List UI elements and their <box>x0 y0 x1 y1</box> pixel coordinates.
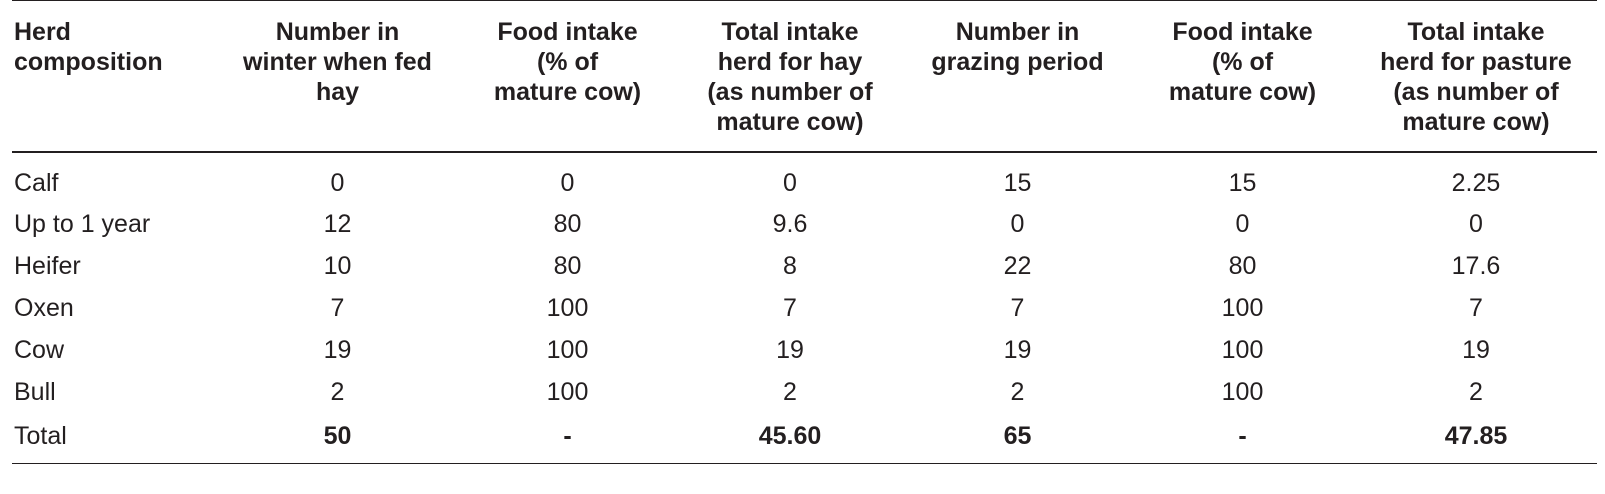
column-header-3: Total intake herd for hay (as number of mat… <box>675 1 905 153</box>
table-body: Calf 0 0 0 15 15 2.25 Up to 1 year 12 80 9.6 0 0 0 Hei… <box>12 152 1597 464</box>
column-header-6: Total intake herd for pasture (as number o… <box>1355 1 1597 153</box>
table-cell: 45.60 <box>758 421 822 450</box>
herd-intake-table-container: Herd composition Number in winter when fed h… <box>12 0 1597 464</box>
table-row: Up to 1 year 12 80 9.6 0 0 0 <box>12 203 1597 245</box>
table-cell: 100 <box>546 377 589 406</box>
table-cell: 19 <box>323 335 352 364</box>
column-header-line: herd for hay <box>717 48 863 76</box>
column-header-1: Number in winter when fed hay <box>215 1 460 153</box>
column-header-line: Herd <box>14 18 71 46</box>
table-cell: 15 <box>1228 168 1257 197</box>
table-cell: 10 <box>323 251 352 280</box>
row-label-cell: Total <box>14 421 67 450</box>
table-row: Heifer 10 80 8 22 80 17.6 <box>12 245 1597 287</box>
table-cell: 17.6 <box>1451 251 1501 280</box>
table-cell: 7 <box>330 293 345 322</box>
table-cell: 2 <box>1010 377 1025 406</box>
column-header-line: Total intake <box>721 18 859 46</box>
row-label-cell: Up to 1 year <box>14 209 151 238</box>
table-cell: 19 <box>1003 335 1032 364</box>
table-cell: 15 <box>1003 168 1032 197</box>
row-label-cell: Heifer <box>14 251 81 280</box>
column-header-4: Number in grazing period <box>905 1 1130 153</box>
column-header-line: mature cow) <box>493 78 642 106</box>
table-row: Calf 0 0 0 15 15 2.25 <box>12 152 1597 203</box>
table-cell: 100 <box>546 335 589 364</box>
table-cell: 2 <box>330 377 345 406</box>
table-cell: 47.85 <box>1444 421 1508 450</box>
table-cell: 2 <box>783 377 797 406</box>
column-header-line: Number in <box>955 18 1080 46</box>
column-header-line: mature cow) <box>1402 108 1550 136</box>
column-header-line: Food intake <box>1172 18 1313 46</box>
row-label-cell: Bull <box>14 377 56 406</box>
table-row: Bull 2 100 2 2 100 2 <box>12 371 1597 413</box>
column-header-line: hay <box>315 78 360 106</box>
header-row: Herd composition Number in winter when fed h… <box>12 0 1597 153</box>
table-cell: - <box>1238 421 1247 450</box>
column-header-line: composition <box>14 48 163 76</box>
column-header-line: (% of <box>536 48 599 76</box>
table-cell: 22 <box>1003 251 1032 280</box>
table-cell: 100 <box>1221 335 1264 364</box>
column-header-line: mature cow) <box>1168 78 1317 106</box>
table-header: Herd composition Number in winter when fed h… <box>12 0 1597 153</box>
column-header-line: Food intake <box>497 18 638 46</box>
column-header-line: (as number of <box>707 78 873 106</box>
table-cell: 100 <box>1221 377 1264 406</box>
column-header-line: mature cow) <box>716 108 864 136</box>
table-cell: 0 <box>1010 209 1025 238</box>
table-cell: 8 <box>783 251 797 280</box>
row-label-cell: Calf <box>14 168 59 197</box>
table-cell: 50 <box>323 421 352 450</box>
table-cell: 0 <box>783 168 797 197</box>
table-cell: 19 <box>776 335 804 364</box>
column-header-line: Number in <box>275 18 400 46</box>
table-cell: 0 <box>560 168 575 197</box>
table-cell: 7 <box>783 293 797 322</box>
column-header-line: winter when fed <box>243 48 432 76</box>
table-cell: 0 <box>1469 209 1483 238</box>
table-cell: 80 <box>553 251 582 280</box>
table-cell: 2 <box>1469 377 1483 406</box>
row-label-cell: Oxen <box>14 293 74 322</box>
column-header-line: Total intake <box>1407 18 1545 46</box>
table-cell: 12 <box>323 209 352 238</box>
table-cell: 9.6 <box>772 209 808 238</box>
table-cell: - <box>563 421 572 450</box>
column-header-line: (as number of <box>1393 78 1559 106</box>
column-header-line: grazing period <box>931 48 1104 76</box>
column-header-line: herd for pasture <box>1380 48 1572 76</box>
table-cell: 2.25 <box>1451 168 1501 197</box>
table-cell: 80 <box>1228 251 1257 280</box>
table-cell: 100 <box>1221 293 1264 322</box>
column-header-5: Food intake (% of mature cow) <box>1130 1 1355 153</box>
row-label-cell: Cow <box>14 335 65 364</box>
table-cell: 100 <box>546 293 589 322</box>
table-cell: 0 <box>1235 209 1250 238</box>
total-row: Total 50 - 45.60 65 - 47.85 <box>12 413 1597 464</box>
herd-intake-table: Herd composition Number in winter when fed h… <box>12 0 1597 464</box>
table-cell: 65 <box>1003 421 1032 450</box>
table-cell: 0 <box>330 168 345 197</box>
column-header-0: Herd composition <box>12 1 215 153</box>
table-cell: 80 <box>553 209 582 238</box>
column-header-2: Food intake (% of mature cow) <box>460 1 675 153</box>
table-row: Cow 19 100 19 19 100 19 <box>12 329 1597 371</box>
column-header-line: (% of <box>1211 48 1274 76</box>
table-cell: 7 <box>1469 293 1483 322</box>
table-cell: 7 <box>1010 293 1025 322</box>
table-cell: 19 <box>1462 335 1490 364</box>
table-row: Oxen 7 100 7 7 100 7 <box>12 287 1597 329</box>
